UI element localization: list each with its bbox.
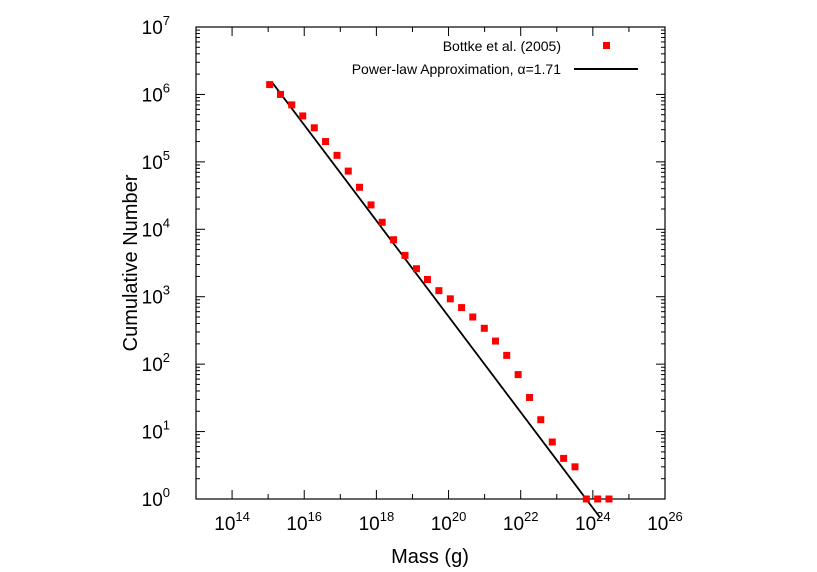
x-tick-label: 1020: [431, 509, 467, 535]
data-point: [355, 183, 363, 191]
data-point: [423, 276, 431, 284]
legend-label-powerlaw-text: Power-law Approximation,: [352, 61, 518, 77]
data-point: [582, 495, 590, 503]
data-point: [446, 295, 454, 303]
power-law-series: [271, 82, 601, 519]
bottke-series: [266, 81, 613, 503]
data-point: [526, 394, 534, 402]
data-point: [322, 138, 330, 146]
data-point: [333, 151, 341, 159]
data-point: [491, 337, 499, 345]
power-law-line: [271, 82, 601, 519]
data-point: [299, 112, 307, 120]
data-point: [560, 454, 568, 462]
data-point: [503, 351, 511, 359]
axis-ticks: [195, 26, 666, 500]
data-point: [594, 495, 602, 503]
data-point: [378, 218, 386, 226]
data-point: [288, 101, 296, 109]
x-tick-label: 1014: [214, 509, 250, 535]
x-tick-label: 1024: [575, 509, 611, 535]
y-tick-label: 101: [142, 418, 170, 444]
y-tick-label: 105: [142, 148, 170, 174]
y-tick-label: 103: [142, 283, 170, 309]
data-point: [277, 90, 285, 98]
data-point: [412, 265, 420, 273]
data-point: [367, 201, 375, 209]
data-point: [344, 167, 352, 175]
y-tick-label: 107: [142, 13, 170, 39]
data-point: [514, 371, 522, 379]
data-point: [390, 236, 398, 244]
data-point: [480, 324, 488, 332]
y-tick-label: 100: [142, 485, 170, 511]
data-point: [469, 313, 477, 321]
data-point: [537, 416, 545, 424]
legend-alpha-value: =1.71: [526, 61, 562, 77]
legend: Bottke et al. (2005) Power-law Approxima…: [352, 38, 638, 77]
data-point: [571, 463, 579, 471]
y-tick-label: 106: [142, 80, 170, 106]
x-tick-label: 1022: [503, 509, 539, 535]
legend-label-powerlaw: Power-law Approximation, α=1.71: [352, 61, 561, 77]
y-tick-labels: 100 101 102 103 104 105 106 107: [142, 13, 170, 511]
plot-frame: [195, 26, 666, 500]
legend-marker-bottke: [603, 42, 610, 49]
data-point: [435, 287, 443, 295]
y-tick-label: 102: [142, 350, 170, 376]
data-point: [548, 438, 556, 446]
data-point: [605, 495, 613, 503]
x-tick-labels: 1014 1016 1018 1020 1022 1024 1026: [214, 509, 683, 535]
x-tick-label: 1026: [647, 509, 683, 535]
y-tick-label: 104: [142, 215, 170, 241]
plot-area-border: [195, 26, 666, 500]
x-axis-title: Mass (g): [391, 546, 469, 568]
x-tick-label: 1018: [359, 509, 395, 535]
y-axis-title: Cumulative Number: [120, 174, 142, 351]
data-point: [401, 251, 409, 259]
data-point: [266, 81, 274, 89]
legend-alpha-symbol: α: [517, 61, 525, 77]
data-point: [458, 304, 466, 312]
data-point: [310, 124, 318, 132]
legend-label-bottke: Bottke et al. (2005): [443, 38, 561, 54]
x-tick-label: 1016: [286, 509, 322, 535]
